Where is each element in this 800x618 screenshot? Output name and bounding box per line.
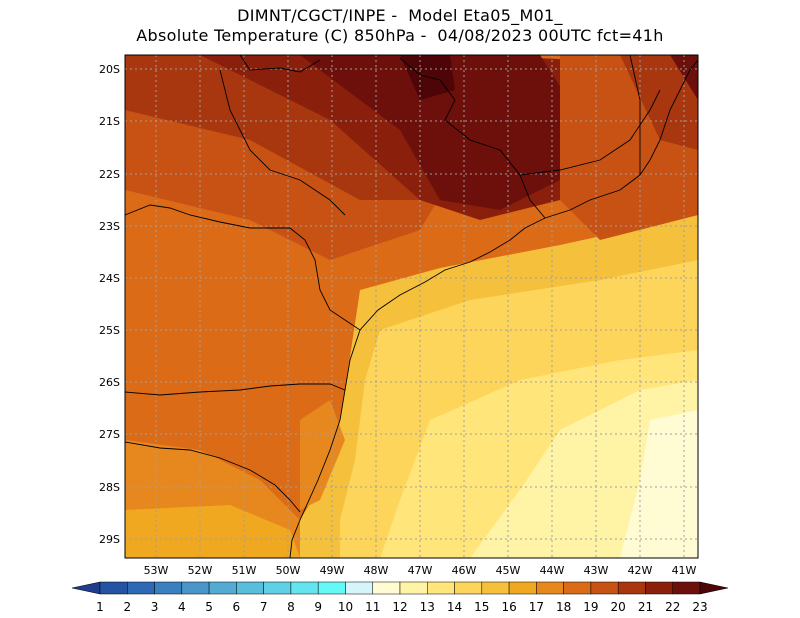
colorbar-label: 14 xyxy=(447,600,462,614)
latitude-labels: 20S 21S 22S 23S 24S 25S 26S 27S 28S 29S xyxy=(99,63,120,546)
colorbar-label: 15 xyxy=(474,600,489,614)
graticule xyxy=(125,55,698,558)
colorbar-label: 5 xyxy=(205,600,213,614)
colorbar-swatch xyxy=(508,581,537,595)
lon-label: 45W xyxy=(496,564,521,577)
colorbar-swatch xyxy=(617,581,646,595)
colorbar-label: 11 xyxy=(365,600,380,614)
lon-label: 49W xyxy=(320,564,345,577)
lon-label: 47W xyxy=(408,564,433,577)
colorbar-swatch xyxy=(236,581,264,595)
colorbar-label: 23 xyxy=(692,600,707,614)
colorbar-swatch xyxy=(454,581,483,595)
longitude-labels: 53W 52W 51W 50W 49W 48W 47W 46W 45W 44W 43W 42W 41W xyxy=(144,564,697,577)
colorbar-swatch xyxy=(590,581,619,595)
lat-label: 25S xyxy=(99,324,120,337)
colorbar-swatch xyxy=(154,581,183,595)
lon-label: 42W xyxy=(628,564,653,577)
colorbar-label: 22 xyxy=(665,600,680,614)
colorbar-label: 10 xyxy=(338,600,353,614)
colorbar-label: 3 xyxy=(151,600,159,614)
lat-label: 26S xyxy=(99,376,120,389)
lon-label: 41W xyxy=(672,564,697,577)
colorbar-swatch xyxy=(208,581,237,595)
colorbar-label: 17 xyxy=(529,600,544,614)
lat-label: 21S xyxy=(99,115,120,128)
colorbar-label: 20 xyxy=(611,600,626,614)
colorbar-label: 13 xyxy=(420,600,435,614)
lat-label: 28S xyxy=(99,481,120,494)
temperature-field xyxy=(125,55,698,558)
colorbar-swatch xyxy=(699,581,729,595)
colorbar-label: 4 xyxy=(178,600,186,614)
colorbar-swatch xyxy=(427,581,455,595)
colorbar-swatch xyxy=(181,581,210,595)
colorbar-label: 2 xyxy=(123,600,131,614)
colorbar-label: 9 xyxy=(314,600,322,614)
colorbar-swatch xyxy=(563,581,592,595)
coastline-borders xyxy=(125,55,698,558)
colorbar-swatch xyxy=(127,581,155,595)
map-title-line2: Absolute Temperature (C) 850hPa - 04/08/… xyxy=(136,26,664,45)
colorbar-swatch xyxy=(645,581,673,595)
lat-label: 27S xyxy=(99,428,120,441)
colorbar-labels: 1 2 3 4 5 6 7 8 9 10 11 12 13 14 15 16 17 18 19 20 21 22 23 xyxy=(96,600,707,614)
colorbar-swatch xyxy=(345,581,373,595)
colorbar-swatch xyxy=(399,581,428,595)
lat-label: 29S xyxy=(99,533,120,546)
lon-label: 51W xyxy=(232,564,257,577)
colorbar-label: 8 xyxy=(287,600,295,614)
lon-label: 53W xyxy=(144,564,169,577)
lon-label: 46W xyxy=(452,564,477,577)
lon-label: 48W xyxy=(364,564,389,577)
colorbar-swatch xyxy=(481,581,510,595)
colorbar-swatch xyxy=(372,581,401,595)
colorbar-swatch xyxy=(672,581,701,595)
map-title-line1: DIMNT/CGCT/INPE - Model Eta05_M01_ xyxy=(237,6,563,25)
colorbar-label: 6 xyxy=(233,600,241,614)
colorbar-swatch xyxy=(536,581,564,595)
colorbar-swatches xyxy=(71,581,729,595)
plot-frame xyxy=(124,54,699,559)
colorbar-label: 7 xyxy=(260,600,268,614)
colorbar-label: 1 xyxy=(96,600,104,614)
colorbar-swatch xyxy=(71,581,101,595)
colorbar-swatch xyxy=(99,581,128,595)
colorbar-swatch xyxy=(263,581,292,595)
colorbar-swatch xyxy=(290,581,319,595)
lon-label: 43W xyxy=(584,564,609,577)
lon-label: 52W xyxy=(188,564,213,577)
colorbar-label: 21 xyxy=(638,600,653,614)
colorbar-swatch xyxy=(317,581,346,595)
colorbar-label: 16 xyxy=(501,600,516,614)
colorbar-label: 12 xyxy=(392,600,407,614)
lat-label: 23S xyxy=(99,220,120,233)
colorbar-label: 19 xyxy=(583,600,598,614)
lon-label: 50W xyxy=(276,564,301,577)
lat-label: 24S xyxy=(99,272,120,285)
lon-label: 44W xyxy=(540,564,565,577)
colorbar-label: 18 xyxy=(556,600,571,614)
lat-label: 22S xyxy=(99,168,120,181)
lat-label: 20S xyxy=(99,63,120,76)
